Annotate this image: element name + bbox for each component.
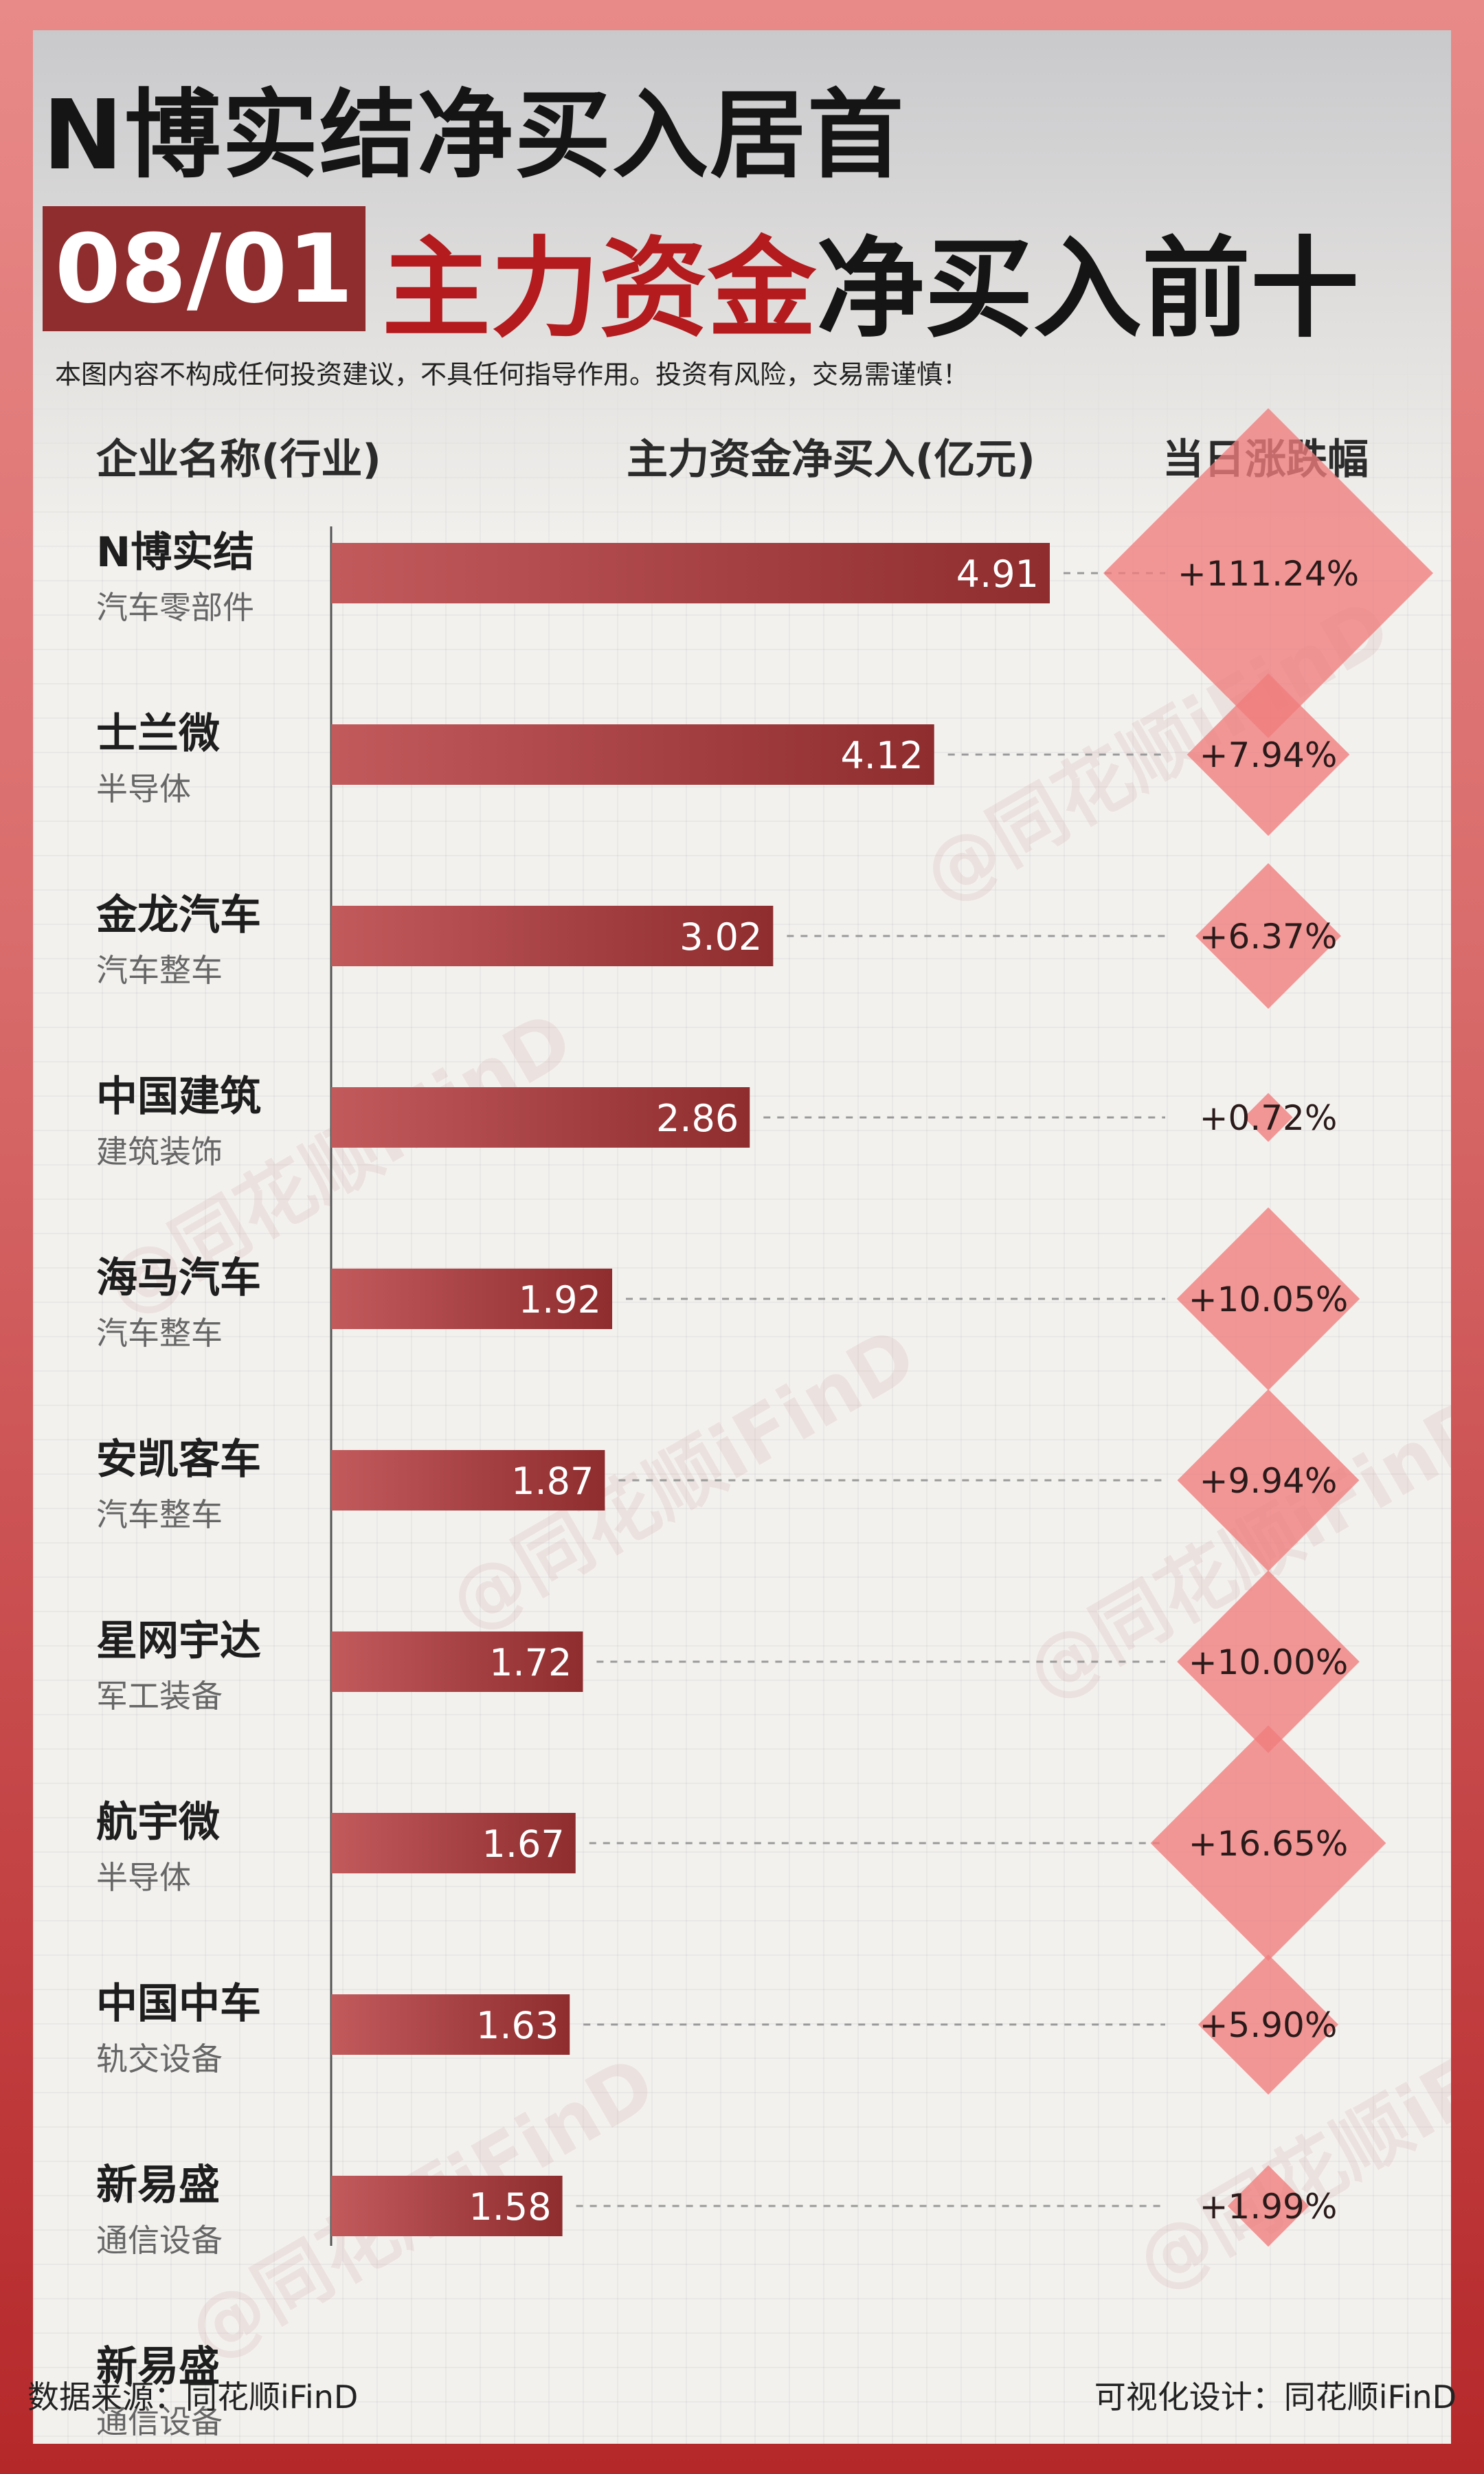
change-diamond [1244, 1093, 1293, 1142]
company-name: 航宇微 [96, 1798, 220, 1847]
bar-value-label: 1.58 [469, 2185, 551, 2229]
change-label: +9.94% [1200, 1461, 1338, 1501]
bar-value-label: 1.72 [489, 1641, 572, 1684]
change-label: +10.05% [1189, 1280, 1349, 1319]
change-diamond [1198, 1954, 1339, 2095]
chart-frame: @同花顺iFinD @同花顺iFinD @同花顺iFinD @同花顺iFinD … [33, 30, 1451, 2444]
bar [331, 1269, 613, 1329]
company-name: 安凯客车 [96, 1436, 261, 1484]
bar [331, 724, 934, 785]
data-source: 数据来源：同花顺iFinD [27, 2378, 359, 2416]
company-name: 中国建筑 [96, 1073, 261, 1121]
title-dark-part: 净买入前十 [816, 226, 1359, 353]
change-label: +6.37% [1200, 917, 1338, 957]
date-badge: 08/01 [43, 206, 366, 331]
change-label: +16.65% [1189, 1824, 1349, 1864]
bar-value-label: 4.12 [840, 734, 923, 777]
change-diamond [1227, 2165, 1309, 2247]
design-credit: 可视化设计：同花顺iFinD [1094, 2378, 1457, 2416]
company-name: 新易盛 [96, 2161, 220, 2209]
company-name: 中国中车 [96, 1980, 261, 2028]
bar [331, 1631, 583, 1692]
change-label: +0.72% [1200, 1098, 1338, 1138]
industry-label: 汽车零部件 [96, 589, 254, 626]
bar [331, 1087, 750, 1148]
headline: N博实结净买入居首 [43, 80, 906, 192]
bar-value-label: 4.91 [956, 553, 1039, 596]
company-name: 士兰微 [96, 710, 220, 758]
bar [331, 2176, 563, 2236]
change-label: +7.94% [1200, 735, 1338, 775]
bar-value-label: 1.87 [511, 1460, 594, 1503]
company-name: 金龙汽车 [96, 891, 261, 939]
page-title: 主力资金净买入前十 [382, 201, 1359, 358]
bar [331, 906, 774, 966]
bar-value-label: 1.92 [519, 1278, 601, 1322]
change-diamond [1176, 1207, 1360, 1391]
bar [331, 1994, 570, 2055]
bar-value-label: 1.63 [476, 2004, 559, 2047]
industry-label: 军工装备 [96, 1678, 223, 1715]
change-diamond [1195, 862, 1342, 1010]
column-header-net-buy: 主力资金净买入(亿元) [627, 436, 1035, 484]
company-name: 新易盛 [96, 2343, 220, 2391]
industry-label: 半导体 [96, 770, 191, 807]
bar-value-label: 1.67 [482, 1823, 565, 1866]
change-label: +111.24% [1178, 554, 1359, 594]
change-diamond [1187, 673, 1350, 836]
bar-value-label: 2.86 [656, 1097, 739, 1140]
company-name: 海马汽车 [96, 1254, 261, 1302]
change-diamond [1103, 408, 1433, 738]
change-diamond [1177, 1389, 1360, 1572]
industry-label: 半导体 [96, 1859, 191, 1896]
bar [331, 543, 1050, 603]
industry-label: 通信设备 [96, 2403, 223, 2440]
industry-label: 汽车整车 [96, 1315, 223, 1352]
industry-label: 建筑装饰 [96, 1133, 223, 1170]
change-label: +10.00% [1189, 1642, 1349, 1682]
title-red-part: 主力资金 [382, 226, 816, 353]
bar [331, 1450, 605, 1511]
industry-label: 汽车整车 [96, 952, 223, 989]
disclaimer: 本图内容不构成任何投资建议，不具任何指导作用。投资有风险，交易需谨慎！ [55, 359, 969, 390]
company-name: 星网宇达 [96, 1617, 261, 1665]
industry-label: 汽车整车 [96, 1496, 223, 1533]
bar-value-label: 3.02 [679, 915, 762, 959]
change-diamond [1177, 1570, 1360, 1753]
column-header-company: 企业名称(行业) [96, 436, 381, 484]
industry-label: 通信设备 [96, 2222, 223, 2259]
change-label: +5.90% [1200, 2005, 1338, 2045]
change-label: +1.99% [1200, 2187, 1338, 2227]
industry-label: 轨交设备 [96, 2040, 223, 2077]
change-diamond [1150, 1725, 1386, 1961]
bar [331, 1813, 576, 1873]
company-name: N博实结 [96, 528, 254, 577]
